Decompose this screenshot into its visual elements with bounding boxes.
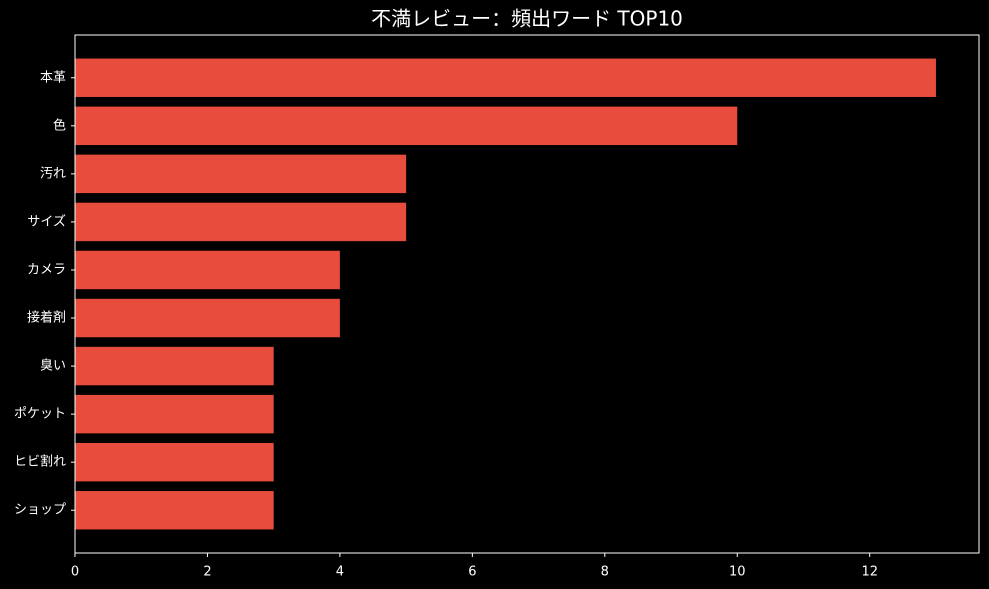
bar [75, 106, 738, 146]
y-tick-label: 汚れ [40, 166, 66, 181]
y-tick-label: 臭い [40, 359, 66, 374]
y-tick-label: ショップ [14, 503, 66, 518]
y-tick-label: ポケット [14, 407, 66, 422]
x-tick-label: 4 [336, 565, 344, 580]
bar [75, 250, 340, 290]
x-tick-label: 2 [203, 565, 211, 580]
bar [75, 202, 407, 242]
y-tick-label: 接着剤 [27, 310, 66, 326]
bar [75, 491, 274, 530]
bar [75, 154, 407, 194]
x-tick-label: 8 [601, 565, 609, 580]
y-tick-label: 色 [53, 117, 66, 133]
y-tick-label: 本革 [40, 70, 66, 85]
y-tick-label: サイズ [27, 213, 66, 229]
x-tick-label: 12 [861, 565, 878, 580]
bar [75, 346, 274, 386]
x-tick-label: 10 [729, 565, 746, 580]
chart-title: 不満レビュー：頻出ワード TOP10 [371, 7, 683, 31]
plot-frame [74, 34, 980, 554]
y-tick-label: カメラ [27, 262, 66, 277]
x-tick-label: 6 [468, 565, 476, 580]
bar [75, 442, 274, 482]
bar [75, 58, 936, 97]
bar [75, 394, 274, 434]
x-tick-label: 0 [71, 565, 79, 580]
y-tick-label: ヒビ割れ [14, 454, 66, 470]
bar [75, 298, 340, 338]
